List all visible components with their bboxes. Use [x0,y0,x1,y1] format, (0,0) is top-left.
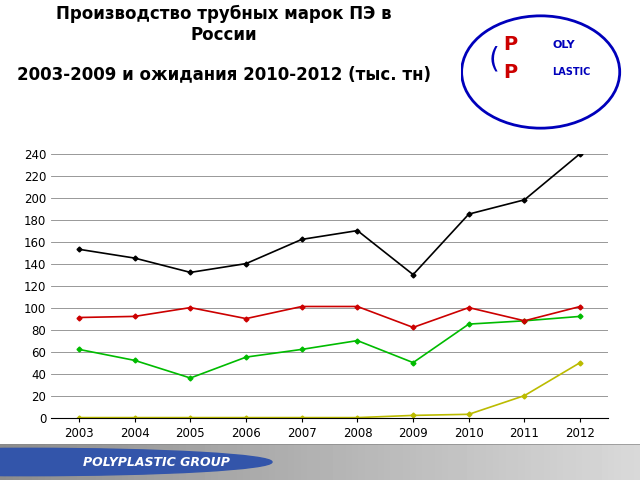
Text: P: P [504,35,518,54]
Text: OLY: OLY [552,39,575,49]
Text: (: ( [489,46,499,73]
Ellipse shape [461,16,620,128]
Text: P: P [504,62,518,82]
Text: 2003-2009 и ожидания 2010-2012 (тыс. тн): 2003-2009 и ожидания 2010-2012 (тыс. тн) [17,65,431,83]
Text: POLYPLASTIC GROUP: POLYPLASTIC GROUP [83,456,230,468]
Circle shape [0,448,272,476]
Legend: КАЗАНЬОРГСИНТЕЗ, СТАВРОЛЕН, НИЖНЕКАМСКНЕФТЕХИМ, ВСЕГО: КАЗАНЬОРГСИНТЕЗ, СТАВРОЛЕН, НИЖНЕКАМСКНЕ… [67,452,548,470]
Text: Производство трубных марок ПЭ в
России: Производство трубных марок ПЭ в России [56,5,392,44]
Text: LASTIC: LASTIC [552,67,591,77]
